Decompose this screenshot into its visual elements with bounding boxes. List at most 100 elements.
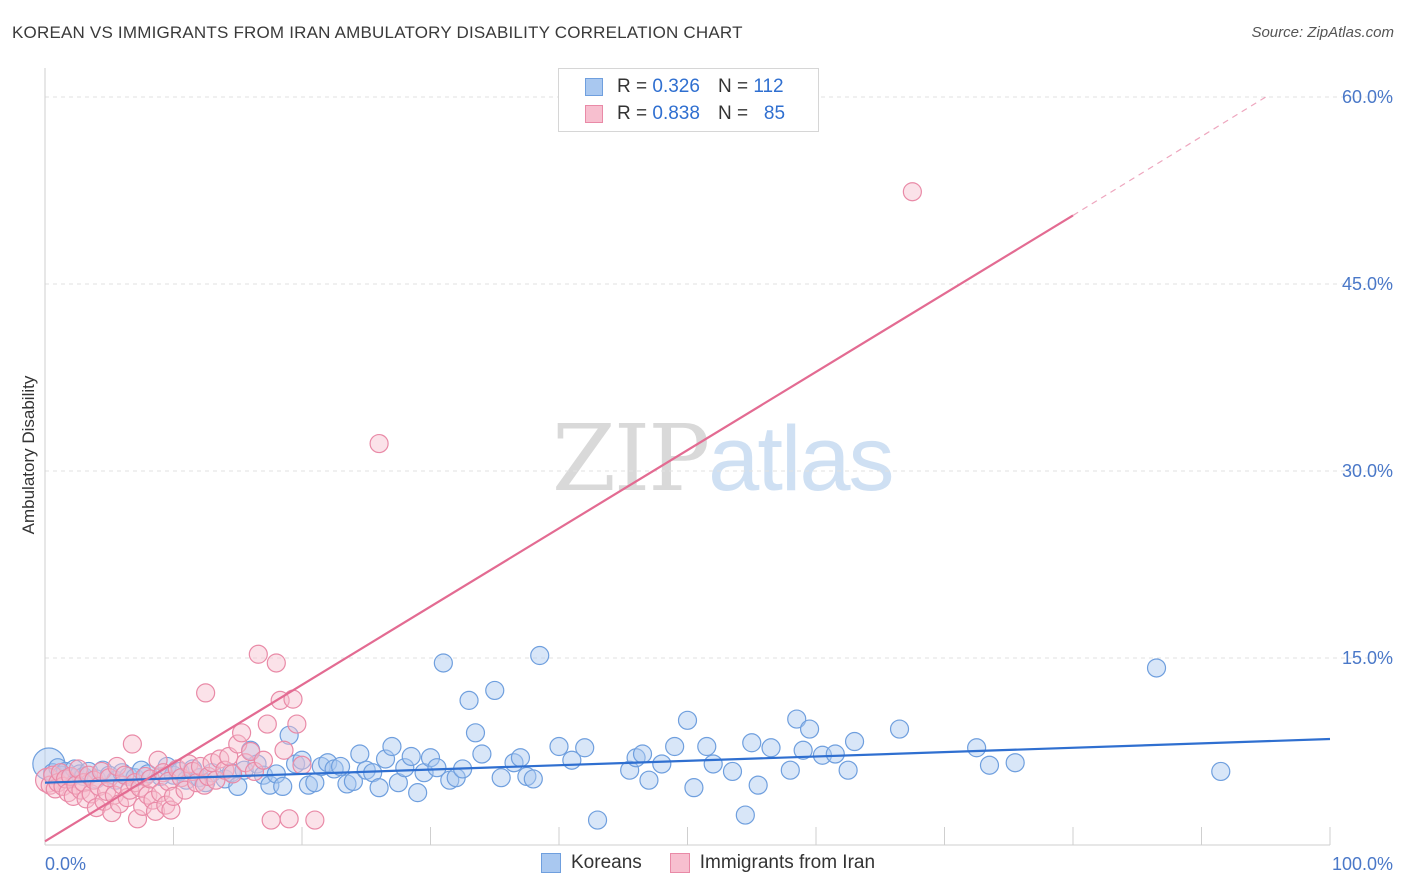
koreans-point bbox=[382, 736, 402, 757]
koreans-point bbox=[735, 805, 755, 825]
koreans-point bbox=[587, 810, 608, 830]
koreans-point bbox=[825, 744, 845, 764]
iran-point bbox=[175, 780, 195, 800]
koreans-point bbox=[639, 770, 659, 790]
iran-point bbox=[292, 755, 312, 775]
koreans-point bbox=[652, 754, 672, 774]
x-tick-label: 0.0% bbox=[45, 854, 86, 874]
koreans-point bbox=[427, 758, 447, 778]
x-tick-label: 100.0% bbox=[1332, 854, 1393, 874]
iran-point bbox=[305, 810, 325, 830]
watermark-atlas: atlas bbox=[708, 408, 894, 510]
koreans-point bbox=[575, 738, 595, 758]
koreans-points bbox=[32, 645, 1231, 830]
koreans-point bbox=[472, 744, 492, 764]
koreans-trend-line bbox=[44, 737, 1331, 784]
koreans-point bbox=[228, 776, 248, 797]
koreans-point bbox=[305, 773, 325, 793]
iran-point bbox=[248, 644, 268, 664]
series-swatch-koreans bbox=[541, 853, 561, 873]
series-swatch-iran bbox=[669, 853, 690, 873]
iran-trend-line bbox=[44, 214, 1074, 843]
koreans-point bbox=[799, 719, 820, 739]
axis-labels: 15.0% 30.0% 45.0% 60.0% 0.0% 100.0% Ambulatory… bbox=[19, 87, 1393, 874]
koreans-point bbox=[787, 709, 807, 729]
koreans-point bbox=[620, 760, 640, 780]
koreans-point bbox=[369, 778, 389, 798]
koreans-point bbox=[465, 723, 486, 743]
iran-point bbox=[196, 683, 216, 703]
iran-point bbox=[369, 433, 389, 454]
iran-point bbox=[257, 714, 277, 734]
koreans-point bbox=[408, 783, 428, 803]
koreans-point bbox=[485, 680, 505, 701]
iran-point bbox=[127, 809, 148, 829]
series-legend: Koreans Immigrants from Iran bbox=[541, 852, 903, 874]
legend-n-value: 85 bbox=[763, 103, 786, 124]
iran-point bbox=[223, 764, 243, 784]
koreans-point bbox=[510, 748, 531, 768]
correlation-legend: R = 0.326 N = 112 R = 0.838 N = 85 bbox=[558, 68, 819, 132]
iran-point bbox=[287, 714, 307, 734]
koreans-point bbox=[279, 725, 299, 745]
koreans-point bbox=[433, 653, 453, 673]
y-tick-label: 45.0% bbox=[1342, 274, 1393, 294]
watermark-zip: ZIP bbox=[552, 405, 710, 512]
koreans-point bbox=[1005, 753, 1025, 773]
iran-point bbox=[148, 750, 168, 770]
koreans-point bbox=[491, 768, 511, 788]
axes bbox=[44, 68, 1331, 846]
koreans-point bbox=[793, 740, 813, 760]
koreans-point bbox=[401, 746, 421, 767]
iran-point bbox=[143, 790, 163, 810]
koreans-point bbox=[780, 760, 800, 780]
koreans-point bbox=[748, 775, 768, 795]
legend-n-label: N = bbox=[717, 103, 749, 124]
iran-point bbox=[133, 796, 153, 816]
koreans-point bbox=[838, 760, 858, 780]
koreans-point bbox=[703, 754, 723, 774]
iran-point bbox=[274, 740, 294, 760]
iran-point bbox=[163, 786, 184, 806]
legend-n-label: N = bbox=[717, 76, 749, 97]
koreans-point bbox=[523, 769, 543, 789]
series-legend-koreans[interactable]: Koreans bbox=[541, 852, 642, 874]
legend-row-koreans: R = 0.326 N = 112 bbox=[585, 74, 784, 100]
iran-trend-extension bbox=[1072, 96, 1267, 216]
koreans-point bbox=[459, 690, 479, 710]
koreans-point bbox=[665, 736, 685, 757]
koreans-point bbox=[697, 736, 717, 757]
iran-point bbox=[253, 750, 274, 770]
koreans-point bbox=[350, 744, 370, 764]
iran-points bbox=[34, 182, 922, 830]
koreans-point bbox=[967, 738, 987, 758]
series-legend-iran[interactable]: Immigrants from Iran bbox=[669, 852, 875, 874]
koreans-point bbox=[292, 750, 312, 770]
koreans-point bbox=[395, 758, 415, 778]
y-tick-label: 30.0% bbox=[1342, 461, 1393, 481]
iran-point bbox=[122, 734, 142, 754]
source-label: Source: ZipAtlas.com bbox=[1251, 24, 1394, 41]
koreans-point bbox=[549, 736, 569, 757]
iran-point bbox=[190, 756, 211, 777]
koreans-point bbox=[1146, 658, 1167, 678]
koreans-point bbox=[761, 738, 781, 758]
koreans-point bbox=[684, 778, 704, 798]
watermark: ZIPatlas bbox=[552, 405, 895, 512]
koreans-point bbox=[844, 731, 865, 752]
iran-point bbox=[279, 809, 299, 829]
grid-lines bbox=[45, 96, 1392, 659]
koreans-point bbox=[420, 748, 441, 768]
chart-title: KOREAN VS IMMIGRANTS FROM IRAN AMBULATOR… bbox=[12, 23, 743, 42]
koreans-point bbox=[330, 756, 351, 777]
iran-point bbox=[261, 810, 281, 830]
koreans-point bbox=[273, 776, 293, 797]
koreans-point bbox=[979, 755, 1000, 775]
legend-swatch-koreans bbox=[585, 78, 603, 96]
koreans-point bbox=[742, 733, 762, 753]
koreans-point bbox=[1211, 761, 1231, 782]
legend-r-value: 0.326 bbox=[652, 76, 700, 97]
iran-point bbox=[151, 783, 171, 803]
y-tick-label: 60.0% bbox=[1342, 87, 1393, 107]
